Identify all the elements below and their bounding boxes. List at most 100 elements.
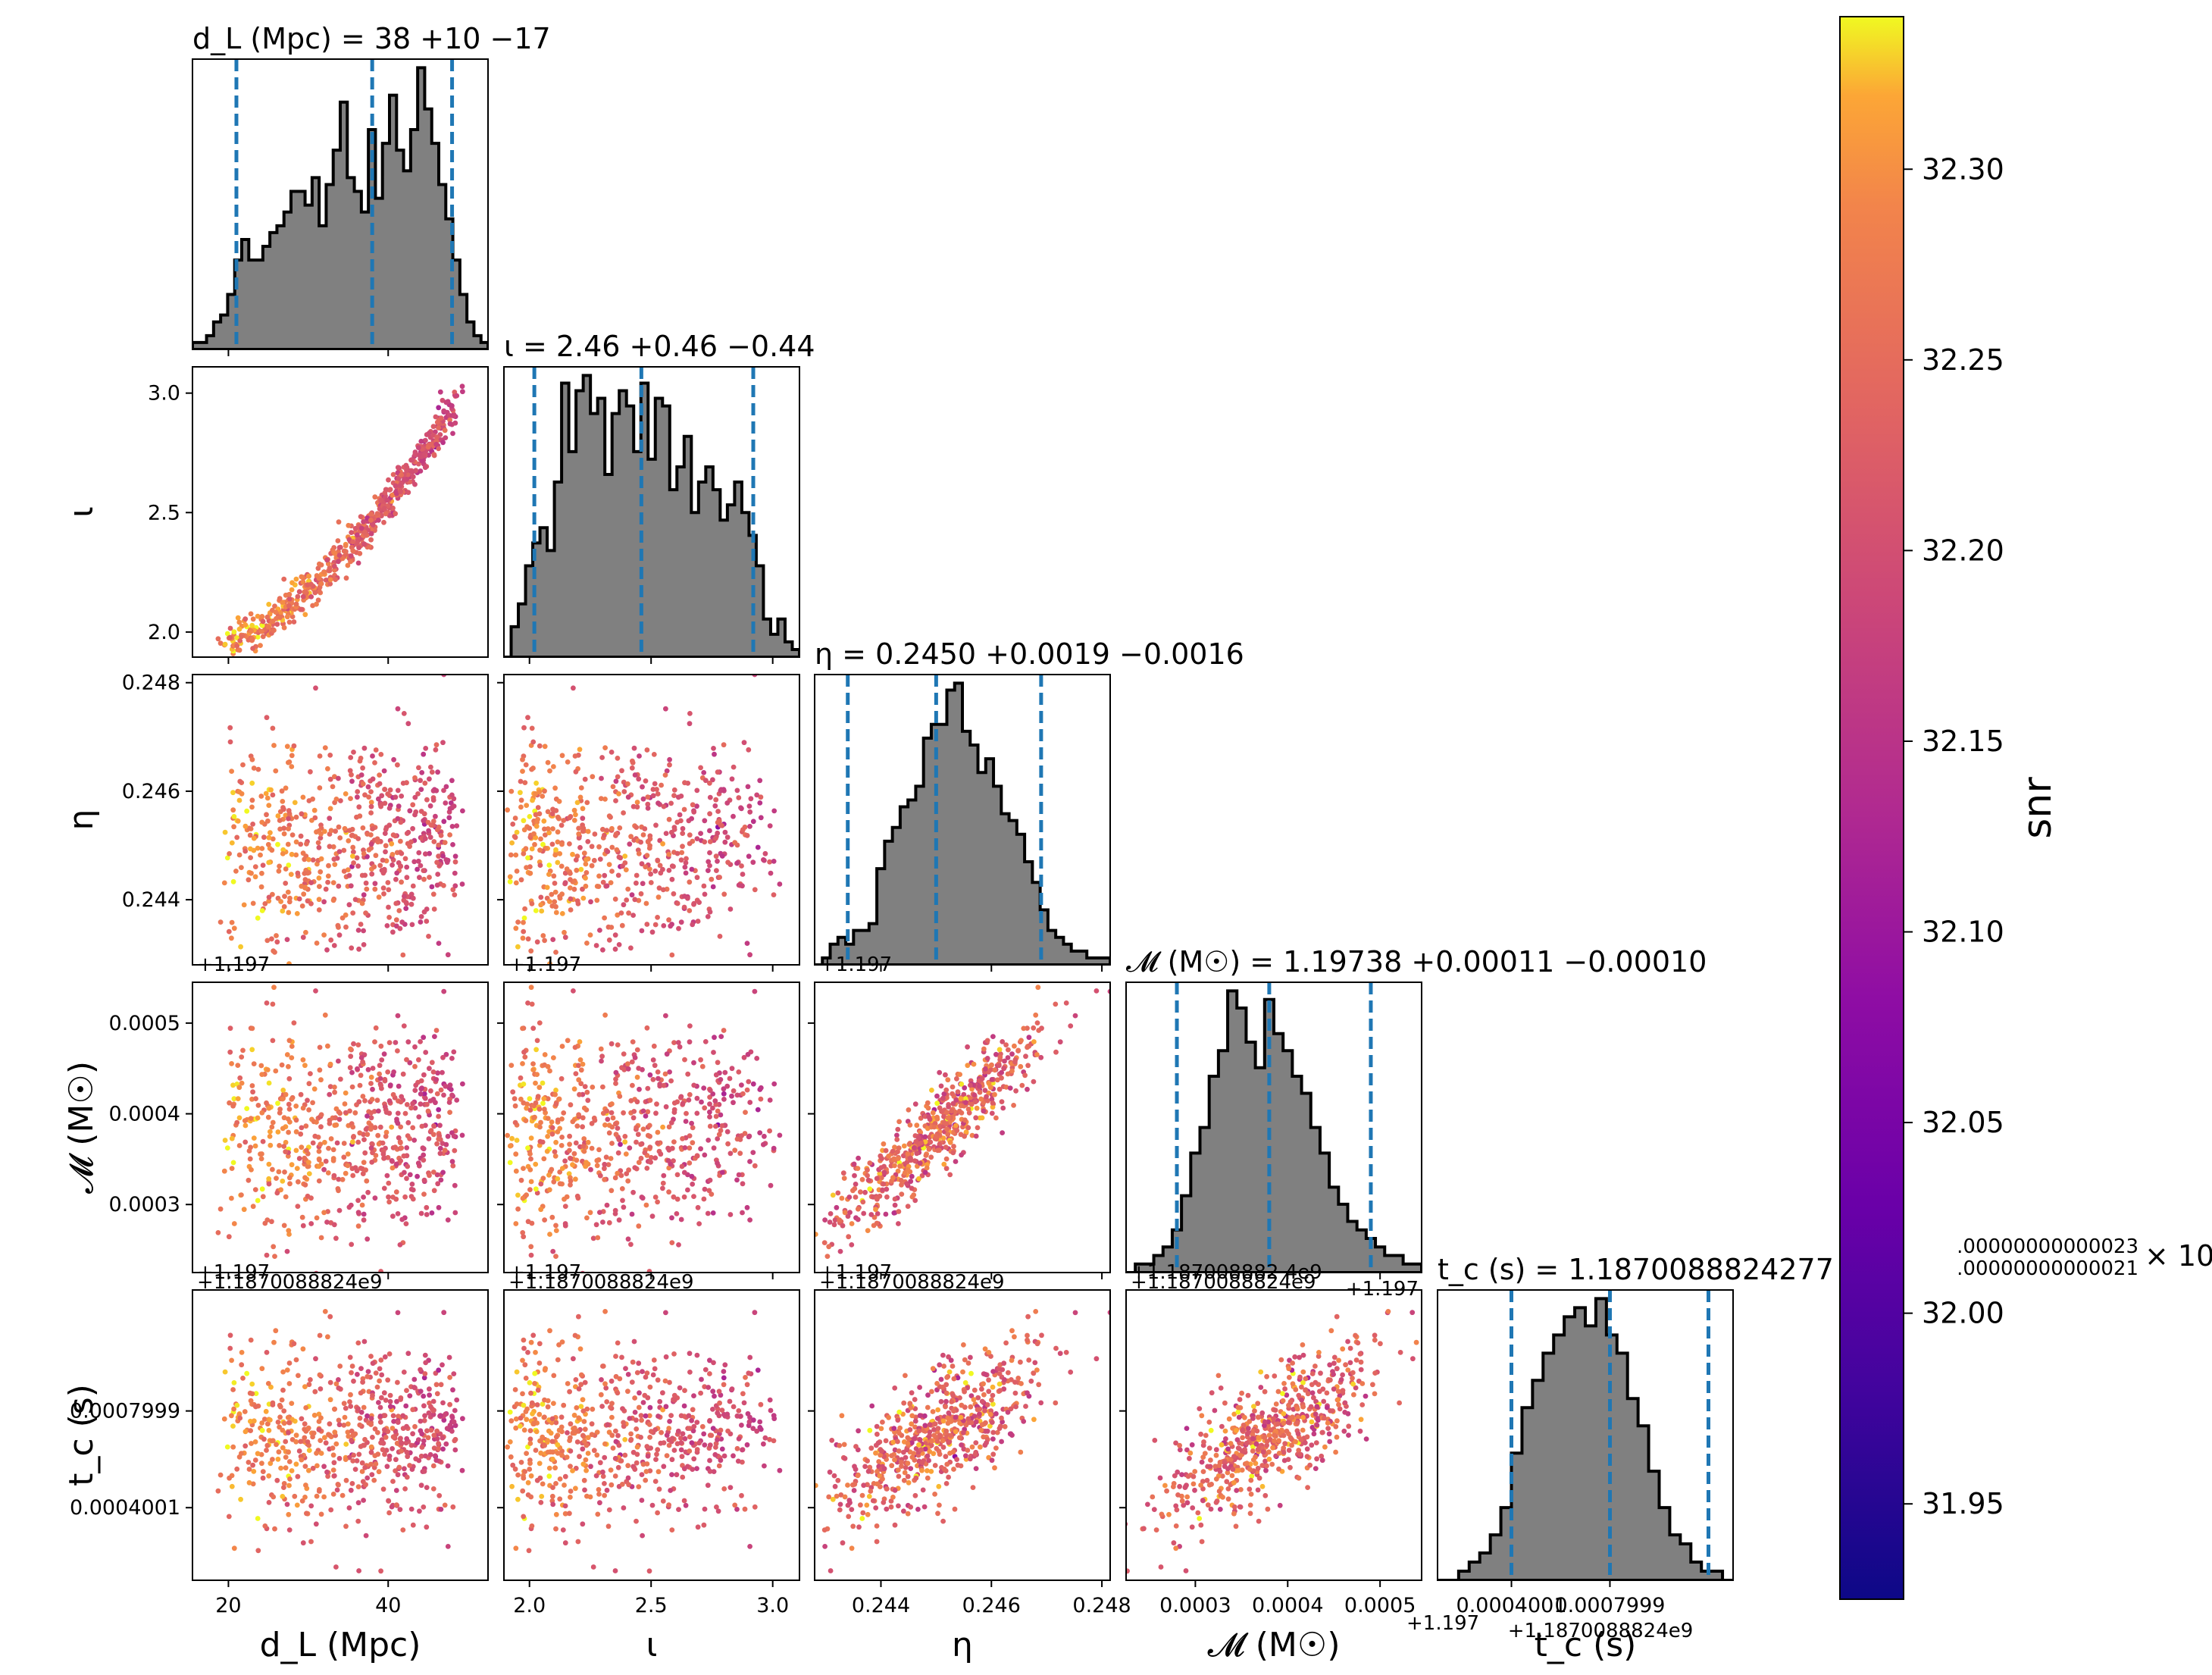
sample-point [368,1354,374,1359]
sample-point [988,1063,994,1068]
sample-point [830,1192,836,1198]
sample-point [990,1104,996,1110]
sample-point [302,1435,308,1441]
sample-point [581,1148,587,1154]
sample-point [740,1447,745,1453]
sample-point [842,1210,848,1216]
sample-point [632,1055,638,1060]
sample-point [507,1439,513,1445]
sample-point [577,1346,584,1352]
sample-point [408,1506,415,1512]
sample-point [638,839,643,845]
sample-point [580,990,585,995]
sample-point [224,631,230,637]
sample-point [747,1100,753,1105]
sample-point [626,969,631,975]
sample-point [239,865,244,870]
sample-point [370,753,375,759]
sample-point [424,797,430,803]
sample-point [941,1161,947,1167]
sample-point [365,1066,371,1072]
sample-point [428,441,434,447]
sample-point [715,1160,720,1166]
sample-point [268,830,273,836]
sample-point [747,1159,752,1164]
sample-point [252,1457,258,1463]
sample-point [451,1049,457,1055]
sample-point [386,477,391,483]
sample-point [621,1067,627,1072]
sample-point [644,922,650,927]
sample-point [433,1100,438,1106]
sample-point [602,1492,607,1498]
sample-point [874,1176,880,1182]
sample-point [231,824,236,830]
sample-point [520,756,525,762]
sample-point [440,853,446,859]
sample-point [623,1366,628,1371]
sample-point [443,1441,449,1447]
sample-point [576,1112,581,1118]
sample-point [894,1132,900,1138]
sample-point [294,1502,300,1508]
sample-point [547,961,552,965]
sample-point [250,900,256,906]
sample-point [242,616,249,622]
sample-point [884,1186,890,1192]
sample-point [646,1422,652,1427]
sample-point [702,891,708,897]
sample-point [238,944,243,950]
sample-point [729,1066,735,1072]
sample-point [895,1168,901,1174]
sample-point [715,809,721,814]
sample-point [321,1494,327,1500]
sample-point [305,1097,310,1104]
sample-point [744,1087,750,1093]
sample-point [529,1523,535,1529]
sample-point [568,877,573,882]
sample-point [361,942,367,947]
sample-point [301,891,307,897]
sample-point [364,1178,370,1184]
sample-point [358,1072,364,1079]
sample-point [383,1435,389,1440]
sample-point [407,1136,412,1141]
sample-point [422,1095,428,1101]
sample-point [360,825,366,831]
sample-point [881,1141,887,1147]
sample-point [386,1351,393,1357]
sample-point [629,892,635,898]
sample-point [553,950,558,955]
sample-point [248,855,253,860]
sample-point [436,446,441,452]
panel-title: d_L (Mpc) = 38 +10 −17 [192,22,551,55]
sample-point [553,1101,559,1107]
sample-point [443,435,449,440]
sample-point [559,911,565,916]
sample-point [616,1137,622,1142]
sample-point [628,1431,634,1437]
sample-point [527,814,533,819]
sample-point [379,1372,385,1378]
sample-point [222,1138,228,1143]
sample-point [634,825,640,830]
sample-point [378,1269,383,1273]
sample-point [280,1088,286,1093]
sample-point [407,1172,413,1178]
sample-point [267,1134,273,1139]
sample-point [669,1215,674,1221]
sample-point [612,1175,618,1181]
sample-point [452,870,458,876]
sample-point [327,816,333,822]
sample-point [675,1040,681,1045]
sample-point [239,1350,245,1355]
sample-point [317,753,323,759]
sample-point [336,1058,341,1064]
sample-point [555,1357,561,1363]
sample-point [346,872,352,878]
sample-point [280,908,286,914]
sample-point [1022,1072,1028,1079]
sample-point [513,880,519,886]
sample-point [374,1384,380,1390]
sample-point [527,1436,533,1442]
